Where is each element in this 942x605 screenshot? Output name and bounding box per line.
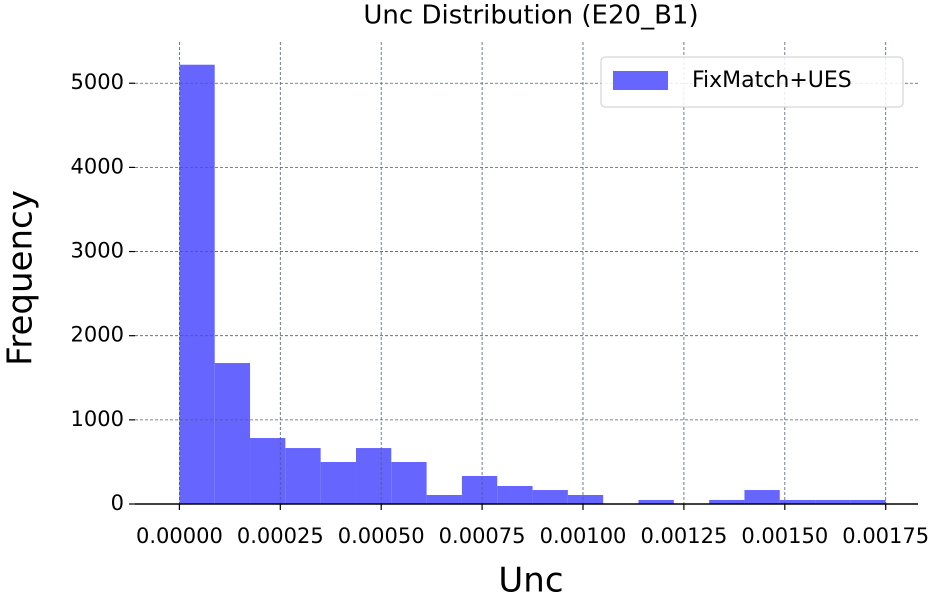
legend-label: FixMatch+UES — [692, 68, 852, 93]
bar — [638, 499, 674, 504]
y-tick-label: 3000 — [71, 239, 124, 263]
x-tick-label: 0.00025 — [237, 524, 324, 548]
x-tick-label: 0.00000 — [136, 524, 223, 548]
x-tick-label: 0.00050 — [338, 524, 425, 548]
bar — [779, 499, 816, 504]
chart-title: Unc Distribution (E20_B1) — [363, 1, 698, 31]
y-tick-label: 5000 — [71, 70, 124, 94]
y-tick-label: 0 — [111, 491, 124, 515]
x-tick-label: 0.00175 — [842, 524, 929, 548]
y-tick-label: 2000 — [71, 323, 124, 347]
bar — [355, 448, 392, 504]
bar — [567, 494, 604, 504]
bar — [709, 499, 745, 504]
x-tick-label: 0.00075 — [439, 524, 526, 548]
bar — [285, 448, 321, 504]
y-axis-label: Frequency — [1, 190, 41, 366]
bar — [426, 494, 462, 504]
x-tick-label: 0.00100 — [540, 524, 627, 548]
bar — [532, 490, 568, 504]
y-tick-label: 1000 — [71, 407, 124, 431]
bar — [250, 438, 286, 504]
bar — [744, 490, 780, 504]
bar — [850, 499, 886, 504]
bar — [815, 499, 851, 504]
legend-box — [600, 56, 904, 108]
x-tick-label: 0.00150 — [741, 524, 828, 548]
bar — [214, 363, 251, 504]
bar — [179, 64, 215, 504]
bar — [320, 462, 356, 504]
bar — [497, 485, 533, 504]
x-axis-label: Unc — [498, 561, 563, 601]
bar — [461, 475, 498, 504]
y-tick-label: 4000 — [71, 154, 124, 178]
bar — [391, 462, 427, 504]
x-tick-label: 0.00125 — [640, 524, 727, 548]
legend-swatch — [613, 71, 668, 90]
